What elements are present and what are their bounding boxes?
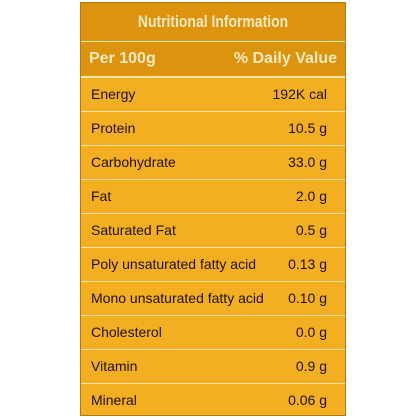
header-daily-value: % Daily Value — [233, 50, 337, 67]
table-row: Poly unsaturated fatty acid 0.13 g — [81, 248, 345, 282]
table-row: Energy 192K cal — [81, 78, 345, 112]
nutrient-name: Vitamin — [91, 358, 138, 374]
nutrient-value: 0.5 g — [295, 222, 327, 238]
table-row: Fat 2.0 g — [81, 180, 345, 214]
table-row: Cholesterol 0.0 g — [81, 316, 345, 350]
table-row: Protein 10.5 g — [81, 112, 345, 146]
nutrient-name: Mono unsaturated fatty acid — [91, 290, 264, 306]
nutrient-name: Saturated Fat — [91, 222, 176, 238]
table-row: Vitamin 0.9 g — [81, 350, 345, 384]
nutrient-name: Cholesterol — [91, 324, 162, 340]
nutrient-value: 0.0 g — [295, 324, 327, 340]
table-row: Saturated Fat 0.5 g — [81, 214, 345, 248]
table-row: Carbohydrate 33.0 g — [81, 146, 345, 180]
header-per-100g: Per 100g — [89, 50, 156, 67]
nutrient-name: Poly unsaturated fatty acid — [91, 256, 256, 272]
nutrition-table: Nutritional Information Per 100g % Daily… — [80, 2, 346, 416]
table-title: Nutritional Information — [104, 3, 322, 42]
nutrient-value: 0.9 g — [295, 358, 327, 374]
nutrient-value: 192K cal — [272, 86, 327, 102]
table-row: Mono unsaturated fatty acid 0.10 g — [81, 282, 345, 316]
nutrient-rows: Energy 192K cal Protein 10.5 g Carbohydr… — [81, 78, 345, 415]
nutrient-name: Energy — [91, 86, 136, 102]
nutrient-value: 0.10 g — [288, 290, 327, 306]
nutrient-value: 10.5 g — [288, 120, 327, 136]
nutrient-name: Mineral — [91, 392, 137, 408]
nutrient-value: 33.0 g — [288, 154, 327, 170]
nutrient-value: 0.13 g — [288, 256, 327, 272]
header-row: Per 100g % Daily Value — [81, 42, 345, 78]
nutrient-value: 2.0 g — [295, 188, 327, 204]
nutrient-name: Carbohydrate — [91, 154, 176, 170]
nutrient-name: Protein — [91, 120, 136, 136]
table-row: Mineral 0.06 g — [81, 384, 345, 415]
nutrient-value: 0.06 g — [288, 392, 327, 408]
nutrient-name: Fat — [91, 188, 112, 204]
